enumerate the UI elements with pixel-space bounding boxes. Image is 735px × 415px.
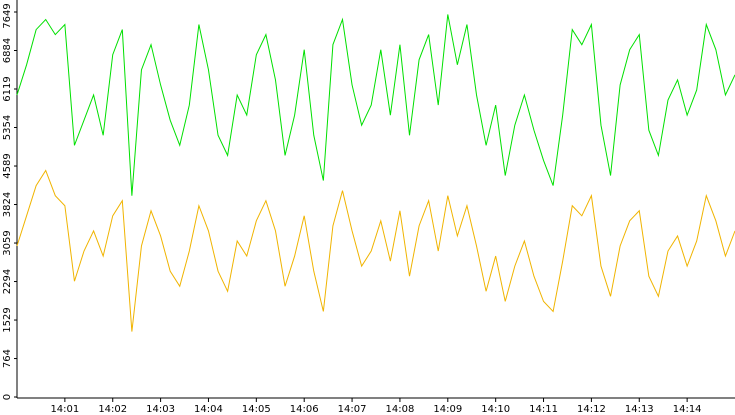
y-tick-label: 1529 — [2, 307, 13, 332]
series-line — [16, 14, 735, 196]
x-tick-label: 14:01 — [50, 404, 79, 415]
y-tick-label: 0 — [2, 394, 13, 400]
y-tick-label: 7649 — [2, 3, 13, 28]
x-tick-label: 14:09 — [433, 404, 462, 415]
y-tick-label: 3059 — [2, 230, 13, 255]
y-tick-label: 3824 — [2, 192, 13, 217]
x-tick-label: 14:06 — [290, 404, 319, 415]
x-tick-label: 14:13 — [625, 404, 654, 415]
x-tick-label: 14:12 — [577, 404, 606, 415]
y-tick-label: 6119 — [2, 76, 13, 101]
x-tick-label: 14:10 — [481, 404, 510, 415]
y-tick-label: 4589 — [2, 153, 13, 178]
x-tick-label: 14:04 — [194, 404, 223, 415]
x-tick-label: 14:11 — [529, 404, 558, 415]
x-tick-label: 14:14 — [673, 404, 702, 415]
x-tick-label: 14:07 — [338, 404, 367, 415]
series-line — [16, 169, 735, 332]
x-tick-label: 14:08 — [386, 404, 415, 415]
y-tick-label: 764 — [2, 349, 13, 368]
x-tick-label: 14:05 — [242, 404, 271, 415]
y-tick-label: 6884 — [2, 38, 13, 63]
x-tick-label: 14:03 — [146, 404, 175, 415]
y-tick-label: 2294 — [2, 269, 13, 294]
y-tick-label: 5354 — [2, 115, 13, 140]
x-tick-label: 14:02 — [98, 404, 127, 415]
